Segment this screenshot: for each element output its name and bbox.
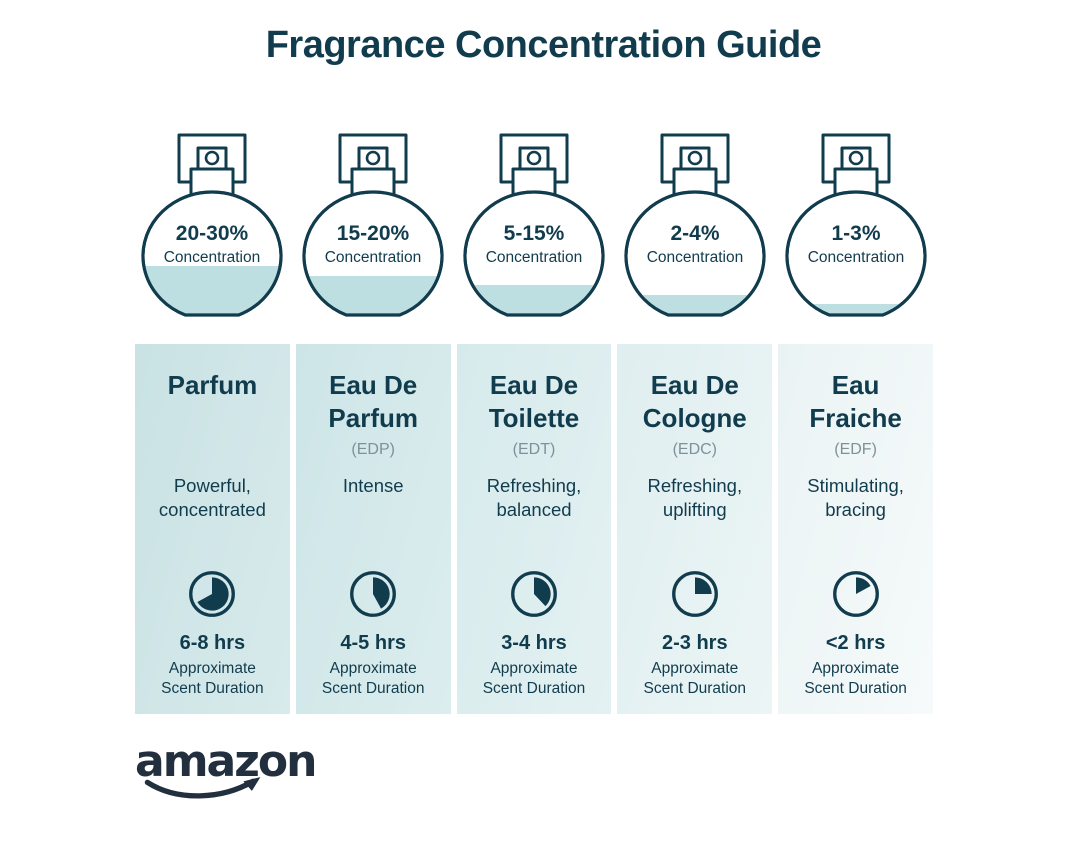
fragrance-columns: Parfum Powerful, concentrated 6-8 hrs Ap… <box>135 344 933 714</box>
bottle-cell: 1-3% Concentration <box>778 129 933 329</box>
liquid-fill <box>464 285 603 315</box>
bottle-outline <box>624 190 766 317</box>
duration-label: Approximate Scent Duration <box>161 660 264 698</box>
concentration-label: Concentration <box>164 249 261 266</box>
name-block: Eau De Cologne (EDC) <box>643 369 747 474</box>
clock-icon <box>671 571 718 617</box>
clock-icon <box>189 571 236 617</box>
bottle-outline <box>141 190 283 317</box>
fragrance-name: Eau De Cologne <box>642 370 747 433</box>
nozzle-icon <box>526 150 542 166</box>
nozzle-icon <box>687 150 703 166</box>
fragrance-description: Intense <box>342 475 404 496</box>
duration-label: Approximate Scent Duration <box>482 660 586 698</box>
duration-label: Approximate Scent Duration <box>804 660 907 698</box>
duration-value: 4-5 hrs <box>340 632 406 654</box>
bottles-row: 20-30% Concentration 15-20% Concentratio… <box>135 129 933 329</box>
clock-icon <box>832 571 879 617</box>
fragrance-column-eau-de-toilette: Eau De Toilette (EDT) Refreshing, balanc… <box>456 344 612 714</box>
bottle-cell: 2-4% Concentration <box>617 129 772 329</box>
duration-value: <2 hrs <box>825 632 886 654</box>
fragrance-abbr: (EDT) <box>512 441 556 458</box>
perfume-bottle-icon: 20-30% Concentration <box>141 133 283 317</box>
footer: amazon <box>135 736 317 804</box>
fragrance-name: Eau De Toilette <box>488 370 580 433</box>
fragrance-name: Eau Fraiche <box>809 370 902 433</box>
nozzle-icon <box>365 150 381 166</box>
bottle-outline <box>784 190 927 317</box>
fragrance-column-eau-de-parfum: Eau De Parfum (EDP) Intense 4-5 hrs Appr… <box>295 344 451 714</box>
fragrance-description: Refreshing, balanced <box>486 475 582 521</box>
bottle-outline <box>302 190 444 317</box>
concentration-label: Concentration <box>807 249 904 266</box>
concentration-value: 2-4% <box>670 222 719 245</box>
concentration-label: Concentration <box>486 249 583 266</box>
concentration-value: 15-20% <box>337 222 410 245</box>
duration-label: Approximate Scent Duration <box>321 660 425 698</box>
fragrance-abbr: (EDP) <box>351 441 395 458</box>
liquid-fill <box>304 276 443 315</box>
duration-value: 6-8 hrs <box>179 632 246 654</box>
page-title: Fragrance Concentration Guide <box>265 24 822 66</box>
bottle-cell: 20-30% Concentration <box>135 129 290 329</box>
fragrance-column-eau-fraiche: Eau Fraiche (EDF) Stimulating, bracing <… <box>778 344 933 714</box>
fragrance-description: Powerful, concentrated <box>158 475 266 521</box>
bottle-cell: 15-20% Concentration <box>296 129 451 329</box>
name-block: Eau De Parfum (EDP) <box>328 369 418 474</box>
fragrance-column-eau-de-cologne: Eau De Cologne (EDC) Refreshing, uplifti… <box>617 344 773 714</box>
concentration-value: 20-30% <box>176 222 249 245</box>
fragrance-abbr: (EDC) <box>672 441 717 458</box>
fragrance-description: Stimulating, bracing <box>807 475 904 521</box>
fragrance-name: Parfum <box>167 370 258 400</box>
concentration-label: Concentration <box>647 249 744 266</box>
concentration-value: 1-3% <box>831 222 880 245</box>
concentration-value: 5-15% <box>504 222 565 245</box>
name-block: Eau De Toilette (EDT) <box>489 369 580 474</box>
concentration-label: Concentration <box>325 249 422 266</box>
name-block: Eau Fraiche (EDF) <box>809 369 902 474</box>
duration-value: 3-4 hrs <box>501 632 567 654</box>
perfume-bottle-icon: 5-15% Concentration <box>463 133 605 317</box>
perfume-bottle-icon: 2-4% Concentration <box>624 133 766 317</box>
fragrance-abbr: (EDF) <box>834 441 877 458</box>
bottle-cell: 5-15% Concentration <box>457 129 612 329</box>
nozzle-icon <box>205 150 220 166</box>
name-block: Parfum <box>168 369 258 474</box>
amazon-logo: amazon <box>135 736 317 787</box>
liquid-fill <box>625 295 764 315</box>
amazon-smile-arrow-icon <box>144 777 261 799</box>
clock-icon <box>511 571 557 617</box>
liquid-fill <box>786 304 925 315</box>
fragrance-name: Eau De Parfum <box>328 370 418 433</box>
perfume-bottle-icon: 1-3% Concentration <box>784 133 927 317</box>
fragrance-column-parfum: Parfum Powerful, concentrated 6-8 hrs Ap… <box>135 344 290 714</box>
perfume-bottle-icon: 15-20% Concentration <box>302 133 444 317</box>
bottle-neck <box>833 167 879 197</box>
duration-label: Approximate Scent Duration <box>643 660 747 698</box>
bottle-outline <box>463 190 605 317</box>
nozzle-icon <box>848 150 863 166</box>
fragrance-description: Refreshing, uplifting <box>647 475 743 521</box>
clock-icon <box>350 571 397 617</box>
duration-value: 2-3 hrs <box>661 632 728 654</box>
